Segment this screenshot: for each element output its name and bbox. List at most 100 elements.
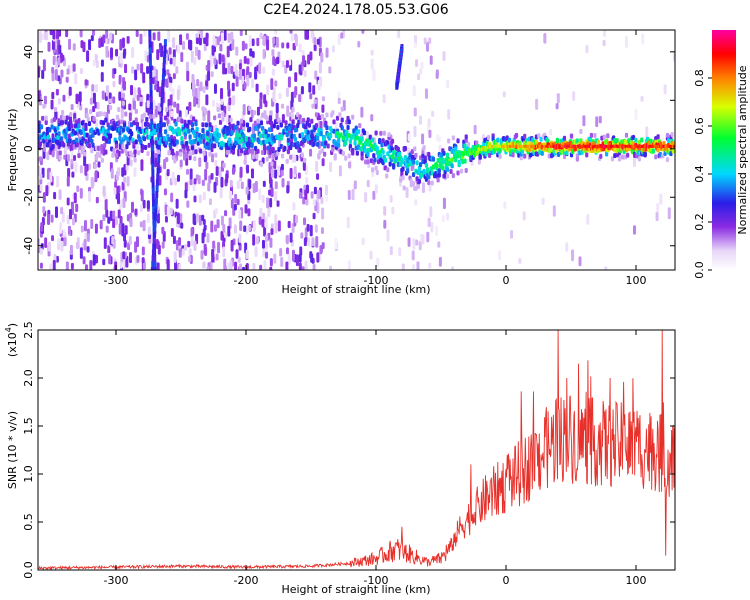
noise-cell <box>300 232 304 239</box>
noise-cell <box>312 212 316 220</box>
noise-cell <box>317 79 321 91</box>
noise-cell <box>437 241 441 248</box>
ridge-cell <box>215 127 219 133</box>
noise-cell <box>75 241 79 250</box>
ridge-cell <box>388 161 392 167</box>
noise-cell <box>229 179 233 188</box>
streak-cell <box>154 196 158 204</box>
colorbar: 0.0 0.2 0.4 0.6 0.8 Normalized spectral ampl… <box>693 30 749 279</box>
noise-cell <box>549 129 553 136</box>
ridge-cell <box>366 151 370 157</box>
noise-cell <box>94 101 98 109</box>
ridge-cell <box>337 142 341 148</box>
noise-cell <box>645 126 649 139</box>
noise-cell <box>193 240 197 251</box>
noise-cell <box>46 168 50 180</box>
ridge-cell <box>44 115 48 121</box>
noise-cell <box>307 237 311 247</box>
noise-cell <box>60 240 64 252</box>
noise-cell <box>237 256 241 263</box>
noise-cell <box>251 51 255 58</box>
ridge-cell <box>112 148 116 154</box>
noise-cell <box>204 168 208 181</box>
streak-cell <box>152 206 156 214</box>
ridge-cell <box>464 167 468 173</box>
noise-cell <box>268 189 272 196</box>
noise-cell <box>236 180 240 190</box>
colorbar-tick-label: 0.2 <box>693 213 706 231</box>
ridge-cell <box>312 141 316 147</box>
noise-cell <box>420 62 424 69</box>
noise-cell <box>173 251 177 263</box>
ridge-cell <box>325 125 329 131</box>
noise-cell <box>238 209 242 220</box>
noise-cell <box>263 94 267 104</box>
noise-cell <box>238 233 242 243</box>
ridge-cell <box>406 168 410 174</box>
noise-cell <box>203 243 207 255</box>
noise-cell <box>316 252 320 263</box>
ridge-cell <box>671 148 675 154</box>
colorbar-tick-label: 0.4 <box>693 165 706 183</box>
noise-cell <box>212 240 216 249</box>
ridge-cell <box>77 153 81 159</box>
noise-cell <box>503 201 507 209</box>
noise-cell <box>263 259 267 270</box>
noise-cell <box>86 246 90 253</box>
noise-cell <box>186 200 190 208</box>
noise-cell <box>419 115 423 125</box>
ridge-cell <box>87 121 92 127</box>
noise-cell <box>72 63 76 72</box>
ridge-cell <box>319 131 323 137</box>
noise-cell <box>285 234 289 245</box>
noise-cell <box>659 193 663 205</box>
noise-cell <box>172 37 176 48</box>
noise-cell <box>382 94 386 104</box>
streak-cell <box>152 231 156 239</box>
streak-cell <box>151 187 155 195</box>
noise-cell <box>274 214 278 226</box>
noise-cell <box>292 42 296 51</box>
streak-cell <box>149 102 153 110</box>
noise-cell <box>211 44 215 57</box>
ridge-cell <box>93 163 97 169</box>
noise-cell <box>202 191 206 201</box>
streak-cell <box>163 44 167 52</box>
noise-cell <box>412 85 416 97</box>
ridge-cell <box>259 161 264 167</box>
noise-cell <box>142 261 146 270</box>
noise-cell <box>89 260 93 270</box>
ridge-cell <box>306 117 310 123</box>
noise-cell <box>208 198 212 206</box>
ridge-cell <box>451 135 455 141</box>
ridge-cell <box>277 146 281 152</box>
ridge-cell <box>218 119 223 125</box>
noise-cell <box>314 70 318 80</box>
noise-cell <box>442 197 446 210</box>
streak-cell <box>152 237 156 245</box>
ridge-cell <box>649 138 653 144</box>
noise-cell <box>314 224 318 233</box>
noise-cell <box>156 262 160 270</box>
noise-cell <box>79 247 83 259</box>
ridge-cell <box>77 123 81 129</box>
ridge-cell <box>73 130 78 136</box>
streak-cell <box>153 226 157 234</box>
noise-cell <box>205 94 209 106</box>
noise-cell <box>426 231 430 243</box>
noise-cell <box>56 30 60 40</box>
noise-cell <box>68 86 72 96</box>
noise-cell <box>245 263 249 270</box>
ridge-cell <box>651 148 656 154</box>
noise-cell <box>235 249 239 259</box>
ridge-cell <box>87 143 92 149</box>
noise-cell <box>428 184 432 192</box>
noise-cell <box>273 158 277 170</box>
noise-cell <box>201 232 205 244</box>
noise-cell <box>269 266 273 270</box>
ridge-cell <box>314 123 319 129</box>
colorbar-ticks: 0.0 0.2 0.4 0.6 0.8 <box>693 69 712 279</box>
noise-cell <box>249 56 253 67</box>
noise-cell <box>370 49 374 56</box>
ridge-cell <box>437 168 441 174</box>
